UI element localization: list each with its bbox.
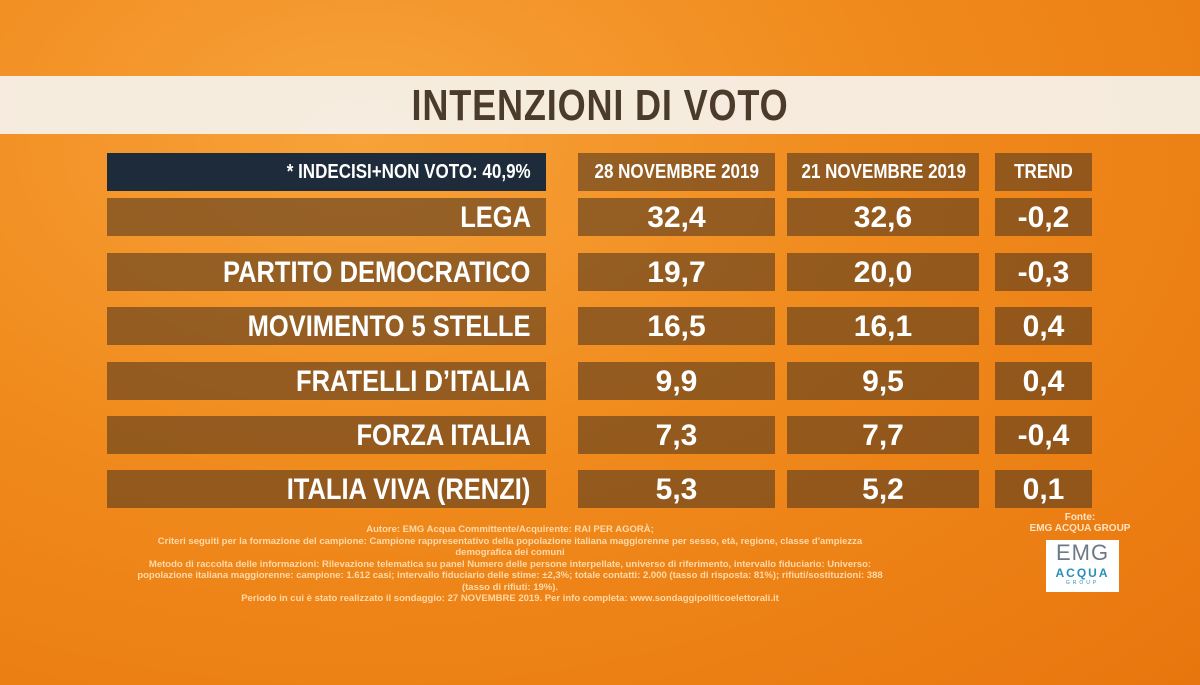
page-title: INTENZIONI DI VOTO	[411, 81, 789, 130]
value-cell-28-nov: 7,3	[578, 416, 775, 454]
value-cell-28-nov-text: 19,7	[647, 256, 706, 289]
value-cell-28-nov-text: 7,3	[655, 419, 698, 452]
value-cell-21-nov-text: 16,1	[853, 310, 913, 343]
trend-cell-text: -0,4	[1017, 419, 1070, 452]
logo-text: ACQUA	[1055, 566, 1110, 580]
source-label-text: Fonte:	[1064, 512, 1096, 523]
party-name-cell: PARTITO DEMOCRATICO	[107, 253, 546, 291]
value-cell-28-nov: 9,9	[578, 362, 775, 400]
party-name-cell-text: MOVIMENTO 5 STELLE	[247, 310, 531, 343]
logo-text: GROUP	[1065, 580, 1100, 586]
column-header-text: 21 NOVEMBRE 2019	[801, 161, 966, 183]
value-cell-28-nov-text: 9,9	[655, 365, 698, 398]
party-name-cell-text: LEGA	[459, 201, 531, 234]
undecided-note: * INDECISI+NON VOTO: 40,9%	[107, 153, 546, 191]
source-label: Fonte: EMG ACQUA GROUP	[1000, 512, 1160, 534]
value-cell-28-nov: 5,3	[578, 470, 775, 508]
value-cell-21-nov: 7,7	[787, 416, 979, 454]
trend-cell-text: -0,3	[1017, 256, 1070, 289]
logo-text: EMG	[1055, 540, 1110, 565]
value-cell-21-nov: 20,0	[787, 253, 979, 291]
title-band	[0, 76, 1200, 134]
party-name-cell: LEGA	[107, 198, 546, 236]
party-name-cell: MOVIMENTO 5 STELLE	[107, 307, 546, 345]
trend-cell: 0,4	[995, 362, 1092, 400]
value-cell-21-nov: 9,5	[787, 362, 979, 400]
party-name-cell: FORZA ITALIA	[107, 416, 546, 454]
trend-cell-text: 0,1	[1022, 473, 1065, 506]
emg-acqua-logo: EMG ACQUA GROUP	[1046, 540, 1119, 592]
value-cell-28-nov-text: 16,5	[647, 310, 706, 343]
column-header: TREND	[995, 153, 1092, 191]
source-name: EMG ACQUA GROUP	[1029, 523, 1131, 534]
value-cell-21-nov-text: 9,5	[862, 365, 904, 398]
value-cell-21-nov-text: 5,2	[862, 473, 904, 506]
value-cell-21-nov: 16,1	[787, 307, 979, 345]
trend-cell: 0,1	[995, 470, 1092, 508]
footnote-line: popolazione italiana maggiorenne: campio…	[137, 570, 883, 593]
value-cell-28-nov-text: 5,3	[655, 473, 698, 506]
trend-cell: -0,4	[995, 416, 1092, 454]
value-cell-21-nov-text: 7,7	[862, 419, 904, 452]
value-cell-21-nov-text: 20,0	[853, 256, 913, 289]
trend-cell-text: 0,4	[1022, 365, 1065, 398]
column-header-text: 28 NOVEMBRE 2019	[594, 161, 759, 183]
value-cell-28-nov: 19,7	[578, 253, 775, 291]
value-cell-28-nov: 32,4	[578, 198, 775, 236]
party-name-cell-text: FRATELLI D’ITALIA	[296, 365, 531, 398]
footnote-line: Autore: EMG Acqua Committente/Acquirente…	[366, 524, 654, 535]
trend-cell: -0,3	[995, 253, 1092, 291]
trend-cell: 0,4	[995, 307, 1092, 345]
trend-cell-text: 0,4	[1022, 310, 1065, 343]
party-name-cell-text: ITALIA VIVA (RENZI)	[287, 473, 531, 506]
footnote-line: Criteri seguiti per la formazione del ca…	[157, 535, 863, 559]
value-cell-28-nov-text: 32,4	[647, 201, 706, 234]
column-header: 28 NOVEMBRE 2019	[578, 153, 775, 191]
party-name-cell: FRATELLI D’ITALIA	[107, 362, 546, 400]
trend-cell: -0,2	[995, 198, 1092, 236]
value-cell-28-nov: 16,5	[578, 307, 775, 345]
trend-cell-text: -0,2	[1017, 201, 1070, 234]
methodology-footnote: Autore: EMG Acqua Committente/Acquirente…	[130, 524, 890, 605]
footnote-line: Metodo di raccolta delle informazioni: R…	[148, 558, 872, 570]
value-cell-21-nov: 5,2	[787, 470, 979, 508]
value-cell-21-nov-text: 32,6	[853, 201, 913, 234]
footnote-line: Periodo in cui è stato realizzato il son…	[241, 593, 779, 604]
party-name-cell-text: FORZA ITALIA	[356, 419, 531, 452]
value-cell-21-nov: 32,6	[787, 198, 979, 236]
column-header: 21 NOVEMBRE 2019	[787, 153, 979, 191]
column-header-text: TREND	[1014, 161, 1073, 183]
undecided-note-text: * INDECISI+NON VOTO: 40,9%	[286, 161, 531, 183]
party-name-cell-text: PARTITO DEMOCRATICO	[223, 256, 531, 289]
party-name-cell: ITALIA VIVA (RENZI)	[107, 470, 546, 508]
